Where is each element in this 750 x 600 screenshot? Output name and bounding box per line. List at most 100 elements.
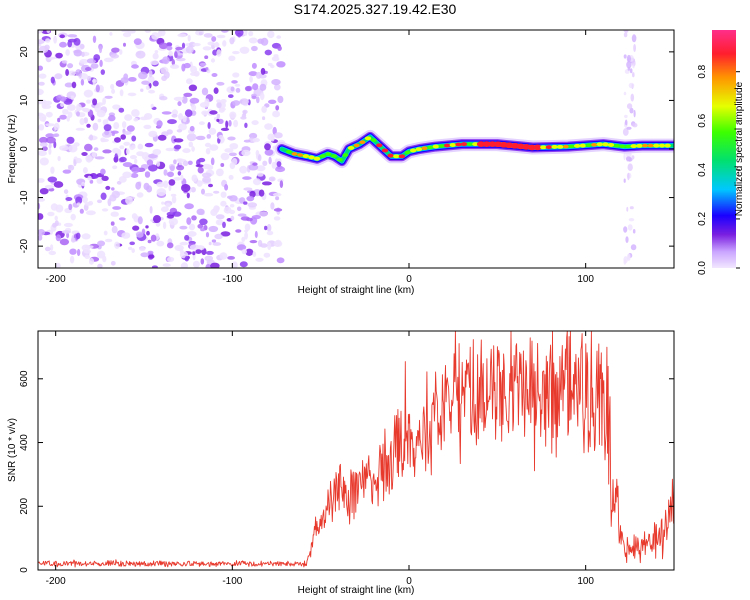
noise-blob bbox=[133, 38, 142, 45]
noise-blob bbox=[75, 157, 83, 164]
ridge-hotspot bbox=[364, 136, 372, 141]
noise-blob bbox=[129, 241, 135, 246]
noise-blob bbox=[182, 148, 191, 154]
noise-blob bbox=[110, 83, 115, 90]
y-tick-label: 0 bbox=[19, 146, 30, 152]
noise-blob bbox=[178, 123, 187, 131]
noise-blob bbox=[190, 186, 196, 193]
noise-blob bbox=[203, 192, 214, 197]
noise-blob bbox=[144, 142, 154, 148]
noise-blob bbox=[61, 60, 68, 64]
noise-blob bbox=[178, 159, 183, 167]
noise-blob bbox=[86, 99, 91, 104]
noise-blob bbox=[127, 92, 137, 97]
noise-blob bbox=[201, 172, 212, 178]
noise-blob bbox=[131, 213, 138, 220]
noise-blob bbox=[139, 116, 149, 121]
noise-blob bbox=[53, 133, 60, 138]
noise-blob bbox=[259, 211, 268, 217]
ridge-hotspot bbox=[653, 143, 660, 148]
noise-blob bbox=[114, 241, 120, 249]
noise-blob bbox=[131, 248, 135, 254]
noise-blob bbox=[185, 45, 194, 54]
noise-blob bbox=[623, 226, 628, 233]
noise-blob bbox=[231, 261, 238, 268]
noise-blob bbox=[141, 80, 151, 85]
noise-blob bbox=[63, 189, 69, 195]
noise-blob bbox=[623, 152, 626, 161]
noise-blob bbox=[39, 157, 49, 166]
noise-blob bbox=[171, 59, 175, 66]
noise-blob bbox=[147, 250, 154, 255]
noise-blob bbox=[628, 218, 635, 222]
noise-blob bbox=[148, 254, 155, 259]
noise-blob bbox=[251, 62, 257, 69]
noise-blob bbox=[139, 246, 146, 252]
noise-blob bbox=[623, 178, 626, 183]
noise-blob bbox=[55, 234, 62, 242]
noise-blob bbox=[626, 54, 632, 63]
noise-blob bbox=[279, 180, 284, 189]
x-tick-label: -100 bbox=[222, 576, 242, 587]
noise-blob bbox=[215, 214, 225, 220]
noise-blob bbox=[50, 76, 55, 84]
noise-blob bbox=[100, 137, 106, 143]
noise-blob bbox=[53, 35, 57, 44]
noise-blob bbox=[259, 83, 267, 91]
noise-blob bbox=[79, 118, 85, 125]
noise-blob bbox=[38, 197, 46, 202]
noise-blob bbox=[632, 64, 635, 69]
noise-blob bbox=[214, 233, 223, 240]
noise-blob bbox=[48, 250, 57, 256]
noise-blob bbox=[267, 133, 275, 141]
noise-blob bbox=[187, 231, 197, 237]
noise-blob bbox=[135, 50, 146, 59]
noise-blob bbox=[211, 73, 218, 77]
noise-blob bbox=[127, 77, 137, 82]
noise-blob bbox=[82, 196, 88, 203]
noise-blob bbox=[119, 89, 124, 97]
noise-blob bbox=[150, 103, 154, 108]
noise-blob bbox=[195, 135, 206, 141]
noise-blob bbox=[242, 110, 246, 116]
noise-blob bbox=[83, 89, 94, 98]
colorbar-ticks: 0.0 0.2 0.4 0.6 0.8 bbox=[697, 64, 740, 275]
noise-blob bbox=[264, 225, 268, 231]
noise-blob bbox=[176, 164, 185, 171]
noise-blob bbox=[89, 179, 94, 184]
noise-blob bbox=[167, 119, 177, 125]
noise-blob bbox=[134, 158, 138, 164]
noise-blob bbox=[57, 117, 61, 123]
noise-blob bbox=[216, 49, 222, 57]
noise-blob bbox=[220, 200, 227, 207]
noise-blob bbox=[202, 176, 212, 183]
noise-blob bbox=[252, 251, 257, 257]
noise-blob bbox=[244, 122, 248, 128]
noise-blob bbox=[39, 142, 48, 147]
noise-blob bbox=[188, 141, 194, 148]
noise-blob bbox=[65, 197, 73, 201]
noise-blob bbox=[181, 184, 191, 192]
noise-blob bbox=[101, 175, 109, 181]
noise-blob bbox=[125, 148, 130, 155]
noise-blob bbox=[627, 224, 633, 231]
noise-blob bbox=[216, 168, 224, 177]
noise-blob bbox=[107, 198, 112, 207]
noise-blob bbox=[181, 42, 186, 49]
noise-blob bbox=[131, 135, 137, 142]
noise-blob bbox=[120, 30, 130, 33]
noise-blob bbox=[162, 263, 171, 267]
noise-blob bbox=[166, 242, 174, 249]
noise-blob bbox=[191, 146, 195, 152]
noise-blob bbox=[200, 258, 205, 265]
noise-blob bbox=[624, 114, 628, 119]
noise-blob bbox=[220, 99, 227, 104]
noise-blob bbox=[159, 96, 168, 101]
ridge-hotspot bbox=[393, 154, 400, 159]
noise-blob bbox=[101, 208, 109, 212]
noise-blob bbox=[195, 249, 202, 255]
noise-blob bbox=[171, 113, 178, 118]
noise-blob bbox=[633, 44, 636, 52]
noise-blob bbox=[140, 252, 149, 258]
